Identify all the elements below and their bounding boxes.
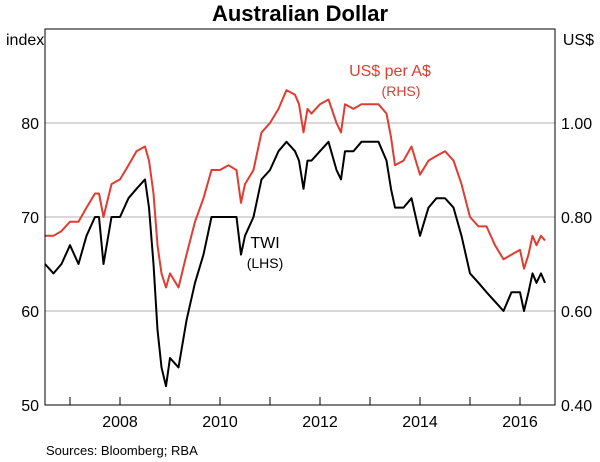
series-label-twi: TWI: [250, 235, 279, 252]
left-tick-label: 60: [21, 304, 39, 321]
chart-title: Australian Dollar: [212, 1, 388, 26]
series-line-twi: [44, 140, 546, 388]
series-lines: [44, 89, 546, 388]
right-tick-label: 0.60: [561, 304, 592, 321]
x-tick-label: 2014: [402, 414, 438, 431]
source-note: Sources: Bloomberg; RBA: [46, 443, 198, 458]
y-axis-tick-labels: 50 60 70 80 0.40 0.60 0.80 1.00: [21, 116, 592, 415]
x-tick-label: 2012: [302, 414, 338, 431]
x-tick-label: 2016: [502, 414, 538, 431]
series-axis-label-usd: (RHS): [382, 83, 421, 99]
left-tick-label: 50: [21, 398, 39, 415]
left-tick-label: 70: [21, 210, 39, 227]
series-label-usd: US$ per A$: [349, 63, 431, 80]
x-tick-label: 2010: [202, 414, 238, 431]
plot-frame: [44, 28, 556, 406]
series-line-usd: [45, 89, 546, 289]
right-tick-label: 0.40: [561, 398, 592, 415]
right-tick-label: 0.80: [561, 210, 592, 227]
left-tick-label: 80: [21, 116, 39, 133]
x-tick-label: 2008: [102, 414, 138, 431]
right-axis-unit: US$: [563, 32, 594, 49]
series-axis-label-twi: (LHS): [247, 255, 284, 271]
left-axis-unit: index: [6, 32, 44, 49]
x-axis-ticks: 2008 2010 2012 2014 2016: [69, 397, 538, 431]
right-tick-label: 1.00: [561, 116, 592, 133]
